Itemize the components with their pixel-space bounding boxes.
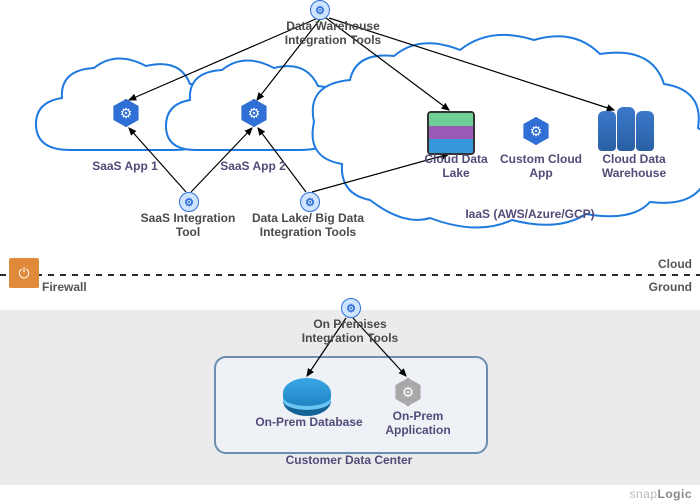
data-lake-icon — [427, 111, 475, 155]
brand-prefix: snap — [629, 487, 657, 501]
node-label: On Premises Integration Tools — [295, 318, 405, 346]
brand-suffix: Logic — [658, 487, 693, 501]
label-saas-app-1: SaaS App 1 — [80, 160, 170, 174]
label-custom-cloud-app: Custom Cloud App — [498, 153, 584, 181]
label-cloud-side: Cloud — [658, 258, 692, 272]
label-saas-app-2: SaaS App 2 — [208, 160, 298, 174]
label-cloud-data-wh: Cloud Data Warehouse — [594, 153, 674, 181]
label-ground-side: Ground — [649, 281, 692, 295]
node-label: SaaS Integration Tool — [133, 212, 243, 240]
gear-icon — [300, 192, 320, 212]
firewall-icon: ⏻ — [9, 258, 39, 288]
database-icon — [283, 378, 331, 416]
data-warehouse-icon — [598, 107, 654, 151]
label-customer-dc: Customer Data Center — [264, 454, 434, 468]
gear-icon — [310, 0, 330, 20]
hex-app-icon — [112, 99, 140, 127]
label-iaas: IaaS (AWS/Azure/GCP) — [430, 208, 630, 222]
label-onprem-app: On-Prem Application — [376, 410, 460, 438]
gear-icon — [341, 298, 361, 318]
label-firewall: Firewall — [42, 281, 87, 295]
node-label: Data Lake/ Big Data Integration Tools — [240, 212, 376, 240]
brand-logo: snapLogic — [629, 487, 692, 501]
gear-icon — [179, 192, 199, 212]
hex-app-icon — [522, 117, 550, 145]
node-label: Data Warehouse Integration Tools — [268, 20, 398, 48]
customer-data-center-box — [214, 356, 488, 454]
label-cloud-data-lake: Cloud Data Lake — [418, 153, 494, 181]
label-onprem-db: On-Prem Database — [244, 416, 374, 430]
hex-app-icon — [240, 99, 268, 127]
